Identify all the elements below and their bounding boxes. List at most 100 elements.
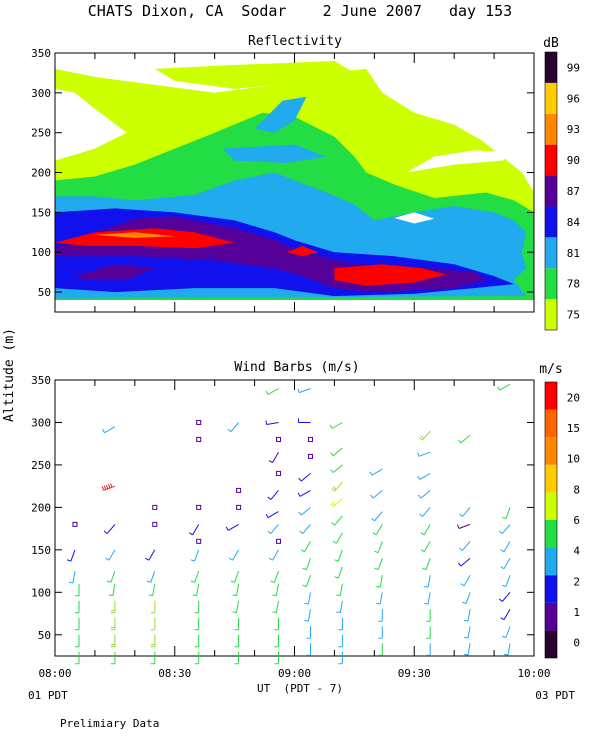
wind-barb xyxy=(329,422,343,429)
contour-region-14 xyxy=(394,212,435,224)
footer-right-date: 03 PDT xyxy=(535,689,575,702)
wind-barb xyxy=(102,426,116,434)
wind-barbs-axes: 50 100 150 200 250 300 350 08:00 08:30 09:00 09:30… xyxy=(31,374,550,680)
wind-barb xyxy=(194,600,200,614)
time-tick-label: 09:00 xyxy=(278,667,311,680)
reflectivity-colorbar-swatch xyxy=(545,144,557,176)
wind-calm-marker xyxy=(196,538,202,544)
wind-calm-marker xyxy=(196,419,202,425)
wind-barb xyxy=(426,626,431,639)
wind-barb xyxy=(378,643,383,656)
wind-barb xyxy=(68,571,76,584)
wind-barb xyxy=(270,570,279,583)
wind-colorbar-label: 0 xyxy=(573,637,580,650)
contour-region-10 xyxy=(334,264,447,286)
reflectivity-ytick-label: 250 xyxy=(31,127,51,140)
wind-barb xyxy=(498,524,511,534)
wind-barb xyxy=(150,651,156,665)
wind-calm-marker xyxy=(196,504,202,510)
wind-colorbar-label: 20 xyxy=(567,391,580,404)
reflectivity-colorbar-label: 96 xyxy=(567,92,580,105)
reflectivity-colorbar-swatch xyxy=(545,52,557,83)
wind-colorbar-swatch xyxy=(545,630,557,658)
reflectivity-ytick-label: 350 xyxy=(31,47,51,60)
wind-barb xyxy=(300,541,311,553)
contour-region-12 xyxy=(94,232,175,238)
wind-colorbar-swatch xyxy=(545,547,557,576)
wind-barb xyxy=(426,609,431,622)
wind-barb xyxy=(502,507,511,520)
reflectivity-panel: Reflectivity 50 100 150 200 250 300 350 75 78 81… xyxy=(31,34,581,331)
wind-barb xyxy=(498,591,511,602)
wind-barb xyxy=(331,481,343,492)
wind-barb xyxy=(464,626,471,639)
time-tick-label: 09:30 xyxy=(398,667,431,680)
wind-ytick-label: 200 xyxy=(31,501,51,514)
reflectivity-colorbar-frame xyxy=(544,51,558,331)
wind-barb xyxy=(232,583,240,597)
wind-barb xyxy=(188,524,200,536)
wind-barb xyxy=(297,489,311,497)
wind-ytick-label: 300 xyxy=(31,416,51,429)
wind-barb xyxy=(268,549,279,561)
wind-barb xyxy=(190,570,200,583)
wind-barb xyxy=(268,451,279,464)
figure-title: CHATS Dixon, CA Sodar 2 June 2007 day 15… xyxy=(88,2,512,20)
contour-region-9 xyxy=(55,228,235,249)
wind-colorbar-swatch xyxy=(545,437,557,465)
contour-region-13 xyxy=(406,150,514,173)
wind-barb xyxy=(424,575,431,588)
wind-colorbar-swatch xyxy=(545,464,557,493)
wind-barb xyxy=(110,600,116,614)
wind-barb xyxy=(272,583,279,597)
reflectivity-ytick-label: 100 xyxy=(31,246,51,259)
wind-barb xyxy=(234,651,240,665)
wind-colorbar-label: 2 xyxy=(573,575,580,588)
wind-barb xyxy=(272,600,279,614)
wind-colorbar-swatch xyxy=(545,520,557,548)
wind-barb xyxy=(194,617,200,631)
reflectivity-colorbar-label: 84 xyxy=(567,216,581,229)
wind-barb xyxy=(110,617,116,631)
wind-barb xyxy=(228,549,240,561)
wind-barb xyxy=(422,558,431,571)
wind-barbs-title: Wind Barbs (m/s) xyxy=(234,360,359,375)
wind-colorbar-label: 10 xyxy=(567,453,580,466)
wind-calm-marker xyxy=(276,436,282,442)
reflectivity-colorbar-label: 87 xyxy=(567,185,580,198)
wind-calm-marker xyxy=(236,487,242,493)
wind-barb xyxy=(370,490,383,499)
wind-barb xyxy=(457,523,471,529)
wind-barb xyxy=(419,507,431,517)
wind-barb xyxy=(299,524,311,534)
wind-barb xyxy=(304,609,311,622)
wind-barb xyxy=(502,626,511,639)
reflectivity-colorbar-swatch xyxy=(545,299,557,330)
wind-barb xyxy=(330,498,343,507)
wind-barb xyxy=(378,626,383,639)
time-tick-label: 08:00 xyxy=(38,667,71,680)
wind-barb xyxy=(75,600,80,614)
reflectivity-colorbar-swatch xyxy=(545,237,557,269)
wind-barb xyxy=(336,600,343,614)
wind-barb xyxy=(304,592,311,605)
wind-barb xyxy=(420,541,431,553)
wind-barb xyxy=(274,651,279,665)
reflectivity-colorbar-swatch xyxy=(545,206,557,238)
wind-barb xyxy=(460,575,471,587)
wind-colorbar-label: 8 xyxy=(573,483,580,496)
reflectivity-ytick-label: 150 xyxy=(31,206,51,219)
wind-ytick-label: 150 xyxy=(31,544,51,557)
wind-barb xyxy=(338,617,343,631)
wind-colorbar-label: 15 xyxy=(567,422,580,435)
wind-barb xyxy=(75,634,80,648)
wind-barb xyxy=(458,557,471,567)
reflectivity-colorbar-label: 93 xyxy=(567,123,580,136)
wind-barb xyxy=(419,430,431,441)
wind-barb xyxy=(502,575,511,588)
wind-barb xyxy=(192,583,200,597)
wind-barb xyxy=(331,515,343,526)
wind-barb xyxy=(302,558,311,571)
wind-barb xyxy=(265,420,279,425)
